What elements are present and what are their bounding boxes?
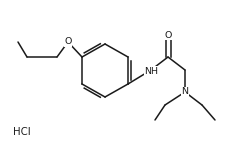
Text: HCl: HCl: [13, 127, 31, 137]
Text: N: N: [182, 88, 188, 96]
Text: NH: NH: [144, 67, 158, 76]
Text: O: O: [164, 31, 172, 40]
Text: O: O: [64, 37, 72, 47]
